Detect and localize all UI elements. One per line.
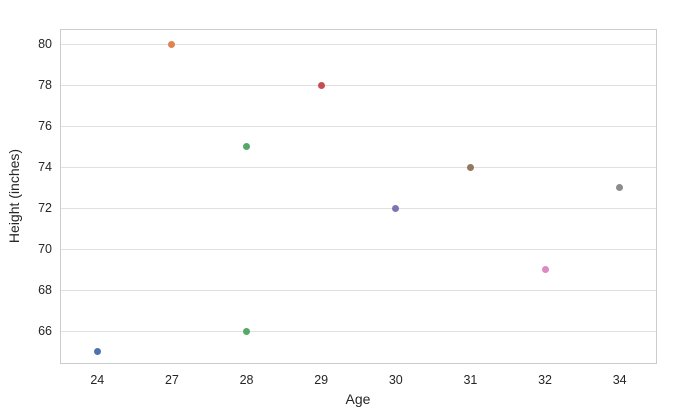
x-tick-label-32: 32 bbox=[538, 373, 553, 387]
y-tick-label-70: 70 bbox=[38, 242, 52, 257]
y-tick-label-68: 68 bbox=[38, 283, 52, 298]
x-tick-label-34: 34 bbox=[612, 373, 627, 387]
x-tick-label-31: 31 bbox=[463, 373, 478, 387]
plot-area bbox=[60, 29, 657, 364]
x-tick-label-29: 29 bbox=[314, 373, 329, 387]
y-tick-label-72: 72 bbox=[38, 201, 52, 216]
y-tick-label-80: 80 bbox=[38, 37, 52, 52]
data-point-age-34-height-73 bbox=[616, 184, 624, 192]
x-axis-label: Age bbox=[345, 391, 371, 407]
y-tick-label-74: 74 bbox=[38, 160, 52, 175]
y-gridline-80 bbox=[61, 43, 656, 45]
y-tick-label-66: 66 bbox=[38, 324, 52, 339]
x-tick-label-27: 27 bbox=[164, 373, 179, 387]
data-point-age-27-height-80 bbox=[168, 40, 176, 48]
y-axis-label: Height (inches) bbox=[6, 148, 22, 244]
data-point-age-24-height-65 bbox=[93, 348, 101, 356]
y-gridline-72 bbox=[61, 207, 656, 209]
y-tick-label-76: 76 bbox=[38, 119, 52, 134]
data-point-age-30-height-72 bbox=[392, 204, 400, 212]
y-gridline-78 bbox=[61, 84, 656, 86]
data-point-age-32-height-69 bbox=[541, 266, 549, 274]
data-point-age-28-height-66 bbox=[243, 327, 251, 335]
y-gridline-74 bbox=[61, 166, 656, 168]
y-gridline-70 bbox=[61, 248, 656, 250]
y-tick-label-78: 78 bbox=[38, 78, 52, 93]
data-point-age-31-height-74 bbox=[466, 163, 474, 171]
y-gridline-66 bbox=[61, 330, 656, 332]
data-point-age-28-height-75 bbox=[243, 143, 251, 151]
x-tick-label-24: 24 bbox=[90, 373, 105, 387]
x-tick-label-30: 30 bbox=[388, 373, 403, 387]
x-tick-label-28: 28 bbox=[239, 373, 254, 387]
y-gridline-68 bbox=[61, 289, 656, 291]
y-gridline-76 bbox=[61, 125, 656, 127]
data-point-age-29-height-78 bbox=[317, 81, 325, 89]
